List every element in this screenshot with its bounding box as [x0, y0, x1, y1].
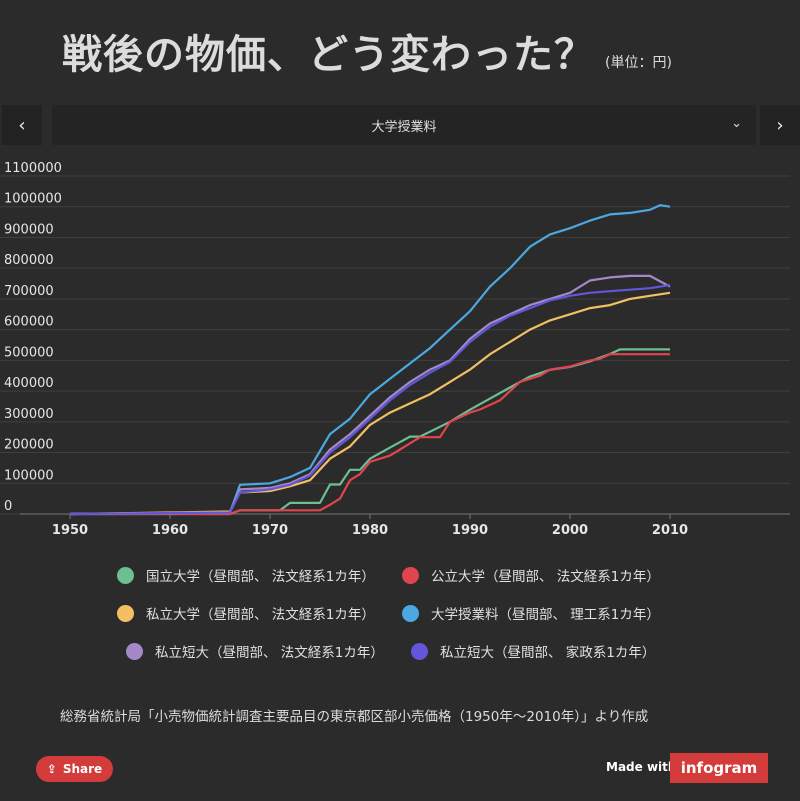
y-tick-label: 900000 — [4, 222, 54, 237]
x-tick-label: 1970 — [252, 523, 288, 538]
x-tick-label: 1960 — [152, 523, 188, 538]
legend-label: 公立大学（昼間部、 法文経系1カ年） — [431, 569, 660, 585]
y-tick-label: 100000 — [4, 468, 54, 483]
series-dropdown[interactable]: 大学授業料 ⌄ — [52, 105, 756, 145]
legend-item-public[interactable]: 公立大学（昼間部、 法文経系1カ年） — [402, 565, 660, 585]
series-line-0 — [70, 348, 670, 516]
legend-label: 国立大学（昼間部、 法文経系1カ年） — [146, 569, 375, 585]
legend-item-national[interactable]: 国立大学（昼間部、 法文経系1カ年） — [117, 565, 375, 585]
legend-label: 大学授業料（昼間部、 理工系1カ年） — [431, 607, 660, 623]
share-icon: ⇪ — [46, 762, 57, 776]
line-chart: 0 100000 200000 300000 400000 500000 600000 700… — [0, 161, 790, 538]
page-title: 戦後の物価、どう変わった？ — [62, 32, 595, 78]
legend-dot-icon — [402, 604, 419, 622]
legend-dot-icon — [411, 642, 428, 660]
chevron-right-icon: › — [776, 114, 784, 136]
y-tick-label: 200000 — [4, 438, 54, 453]
legend-dot-icon — [402, 566, 419, 584]
infogram-logo[interactable]: infogram — [670, 753, 768, 783]
y-tick-label: 800000 — [4, 253, 54, 268]
series-line-5 — [69, 284, 671, 516]
share-button[interactable]: ⇪ Share — [36, 756, 113, 782]
legend-dot-icon — [117, 566, 134, 584]
y-tick-label: 600000 — [4, 315, 54, 330]
series-line-2 — [69, 291, 671, 516]
legend-label: 私立短大（昼間部、 家政系1カ年） — [440, 645, 656, 661]
prev-series-button[interactable]: ‹ — [2, 105, 42, 145]
series-line-1 — [70, 353, 670, 516]
legend-item-private[interactable]: 私立大学（昼間部、 法文経系1カ年） — [117, 603, 375, 623]
chevron-left-icon: ‹ — [18, 114, 26, 136]
share-label: Share — [62, 762, 103, 776]
y-tick-label: 500000 — [4, 345, 54, 360]
series-line-4 — [69, 274, 671, 516]
legend-item-tuition[interactable]: 大学授業料（昼間部、 理工系1カ年） — [402, 603, 660, 623]
next-series-button[interactable]: › — [760, 105, 800, 145]
y-tick-label: 0 — [4, 499, 12, 514]
x-tick-label: 2010 — [652, 523, 688, 538]
x-tick-label: 1980 — [352, 523, 388, 538]
legend-label: 私立大学（昼間部、 法文経系1カ年） — [146, 607, 375, 623]
unit-label: (単位：円) — [605, 55, 672, 71]
source-note: 総務省統計局「小売物価統計調査主要品目の東京都区部小売価格（1950年〜2010… — [60, 709, 649, 725]
legend-dot-icon — [126, 642, 143, 660]
x-tick-label: 1990 — [452, 523, 488, 538]
series-line-3 — [69, 204, 671, 516]
made-with-label: Made with — [606, 760, 677, 774]
x-tick-label: 2000 — [552, 523, 588, 538]
chevron-down-icon: ⌄ — [731, 116, 742, 131]
series-selector-bar: ‹ 大学授業料 ⌄ › — [0, 105, 800, 145]
legend-label: 私立短大（昼間部、 法文経系1カ年） — [155, 645, 384, 661]
x-tick-label: 1950 — [52, 523, 88, 538]
y-tick-label: 1100000 — [4, 161, 62, 176]
y-tick-label: 300000 — [4, 407, 54, 422]
y-tick-label: 1000000 — [4, 192, 62, 207]
title-row: 戦後の物価、どう変わった？ (単位：円) — [62, 22, 672, 80]
legend-item-jc-law[interactable]: 私立短大（昼間部、 法文経系1カ年） — [126, 641, 384, 661]
series-dropdown-value: 大学授業料 — [371, 119, 437, 135]
y-tick-label: 400000 — [4, 376, 54, 391]
y-tick-label: 700000 — [4, 284, 54, 299]
legend-item-jc-home[interactable]: 私立短大（昼間部、 家政系1カ年） — [411, 641, 655, 661]
legend-dot-icon — [117, 604, 134, 622]
